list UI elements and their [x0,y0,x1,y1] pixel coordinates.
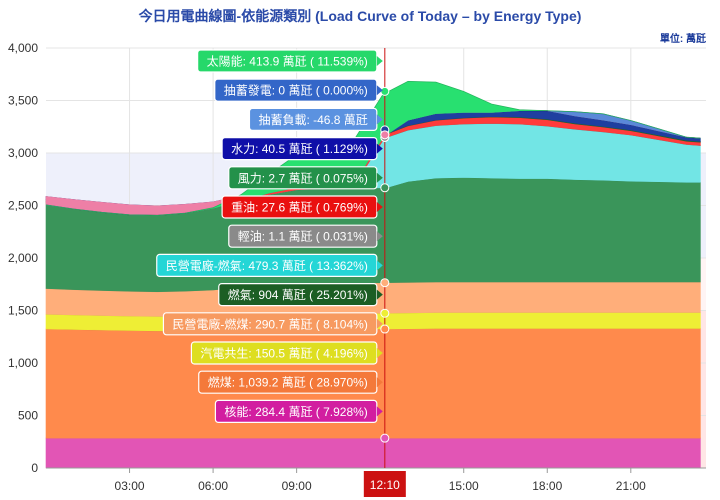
tooltip-item-1: 抽蓄發電: 0 萬瓩 ( 0.000%) [214,78,383,102]
tooltip-text: 重油: 27.6 萬瓩 ( 0.769%) [231,201,368,215]
crosshair-marker-12 [380,86,390,96]
axes: 0 500 1,000 1,500 2,000 2,500 3,000 3,500 4,000 0… [8,41,706,493]
tooltip-item-11: 燃煤: 1,039.2 萬瓩 ( 28.970%) [198,370,383,394]
area-series-0 [45,437,701,469]
y-tick-label: 1,000 [8,356,38,370]
y-tick-label: 500 [18,409,38,423]
tooltip-pointer [376,318,383,329]
tooltip-item-7: 民營電廠-燃氣: 479.3 萬瓩 ( 13.362%) [156,253,383,277]
tooltip-pointer [376,406,383,417]
x-tick-label: 03:00 [115,479,145,493]
tooltip-text: 風力: 2.7 萬瓩 ( 0.075%) [238,171,368,185]
tooltip-pointer [376,56,383,66]
tooltip-text: 民營電廠-燃煤: 290.7 萬瓩 ( 8.104%) [172,316,367,331]
tooltip-pointer [376,377,383,388]
tooltip-pointer [376,289,383,300]
tooltip-pointer [376,172,383,183]
unit-label: 單位: 萬瓩 [659,34,706,45]
tooltip-text: 燃煤: 1,039.2 萬瓩 ( 28.970%) [208,375,368,390]
y-tick-label: 2,000 [8,251,38,265]
tooltip-item-0: 太陽能: 413.9 萬瓩 ( 11.539%) [197,49,383,73]
tooltip-pointer [376,143,383,154]
tooltip-item-6: 輕油: 1.1 萬瓩 ( 0.031%) [228,224,383,248]
x-tick-label: 09:00 [282,479,312,493]
crosshair-marker-4 [380,183,390,193]
tooltip-text: 民營電廠-燃氣: 479.3 萬瓩 ( 13.362%) [166,258,368,273]
y-tick-label: 1,500 [8,304,38,318]
tooltip-pointer [376,348,383,358]
tooltip-text: 燃氣: 904 萬瓩 ( 25.201%) [228,287,368,302]
x-tick-label: 21:00 [616,479,646,493]
tooltip-pointer [376,260,383,271]
y-tick-label: 4,000 [8,41,38,55]
x-tick-label: 15:00 [449,479,479,493]
tooltip-item-4: 風力: 2.7 萬瓩 ( 0.075%) [228,166,383,190]
tooltip-item-8: 燃氣: 904 萬瓩 ( 25.201%) [218,283,383,307]
y-tick-label: 2,500 [8,199,38,213]
tooltip-item-3: 水力: 40.5 萬瓩 ( 1.129%) [221,137,383,161]
chart-title: 今日用電曲線圖-依能源類別 (Load Curve of Today – by … [138,8,582,24]
tooltip-text: 抽蓄負載: -46.8 萬瓩 [258,113,367,127]
tooltip-text: 汽電共生: 150.5 萬瓩 ( 4.196%) [200,346,367,361]
y-tick-label: 0 [31,461,38,475]
tooltip-text: 太陽能: 413.9 萬瓩 ( 11.539%) [207,54,368,69]
crosshair-time-label: 12:10 [370,478,400,492]
x-tick-label: 18:00 [532,479,562,493]
tooltip-text: 抽蓄發電: 0 萬瓩 ( 0.000%) [224,83,368,98]
tooltip-text: 輕油: 1.1 萬瓩 ( 0.031%) [238,230,368,244]
tooltip-text: 核能: 284.4 萬瓩 ( 7.928%) [224,405,367,419]
y-tick-label: 3,000 [8,146,38,160]
crosshair-marker-1 [380,324,390,334]
tooltip-stack: 太陽能: 413.9 萬瓩 ( 11.539%) 抽蓄發電: 0 萬瓩 ( 0.0… [156,49,383,423]
x-tick-label: 06:00 [198,479,228,493]
crosshair-marker-2 [380,308,390,318]
tooltip-pointer [376,231,383,242]
crosshair-time-box [363,471,406,497]
tooltip-item-10: 汽電共生: 150.5 萬瓩 ( 4.196%) [190,341,383,365]
y-tick-label: 3,500 [8,94,38,108]
tooltip-item-9: 民營電廠-燃煤: 290.7 萬瓩 ( 8.104%) [162,312,383,336]
crosshair-marker-10 [380,130,390,140]
crosshair: 12:10 [363,48,406,497]
tooltip-item-2: 抽蓄負載: -46.8 萬瓩 [248,107,383,132]
tooltip-item-12: 核能: 284.4 萬瓩 ( 7.928%) [214,399,383,423]
tooltip-text: 水力: 40.5 萬瓩 ( 1.129%) [231,142,368,156]
tooltip-item-5: 重油: 27.6 萬瓩 ( 0.769%) [221,195,383,219]
crosshair-marker-0 [380,433,390,443]
tooltip-pointer [376,114,383,125]
tooltip-pointer [376,202,383,212]
tooltip-pointer [376,85,383,96]
crosshair-marker-3 [380,278,390,288]
